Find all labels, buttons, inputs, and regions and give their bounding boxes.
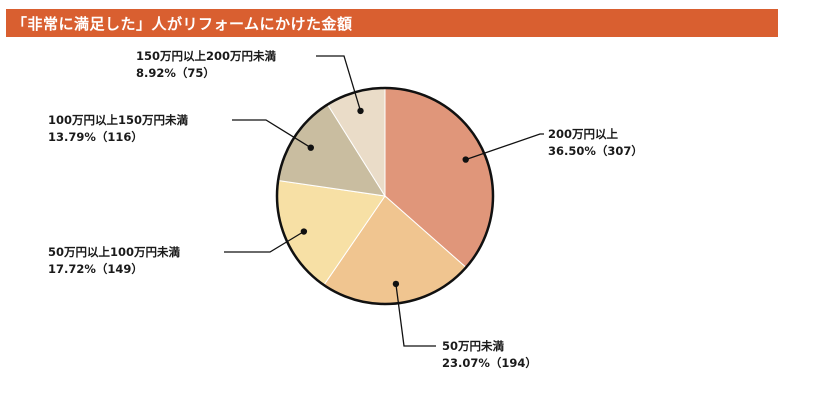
leader-dot <box>392 280 400 288</box>
leader-line <box>465 133 544 161</box>
slice-labels: 200万円以上 36.50%（307） 50万円未満 23.07%（194） 50万円以… <box>48 49 643 370</box>
slice-value-label: 23.07%（194） <box>442 356 537 370</box>
slice-value-label: 17.72%（149） <box>48 262 143 276</box>
leader-lines <box>224 55 544 347</box>
slice-value-label: 13.79%（116） <box>48 130 143 144</box>
leader-line <box>224 230 305 253</box>
pie-outline <box>275 86 495 306</box>
chart-title: 「非常に満足した」人がリフォームにかけた金額 <box>12 14 353 33</box>
leader-line <box>395 283 436 347</box>
slice-label: 50万円以上100万円未満 <box>48 245 181 259</box>
slice-value-label: 8.92%（75） <box>136 66 215 80</box>
leader-line <box>232 119 312 149</box>
slice-label: 50万円未満 <box>442 339 505 353</box>
title-bar: 「非常に満足した」人がリフォームにかけた金額 <box>6 9 778 37</box>
slice-value-label: 36.50%（307） <box>548 144 643 158</box>
slice-label: 200万円以上 <box>548 127 619 141</box>
slice-label: 100万円以上150万円未満 <box>48 113 189 127</box>
slice-label: 150万円以上200万円未満 <box>136 49 277 63</box>
leader-line <box>316 55 362 112</box>
